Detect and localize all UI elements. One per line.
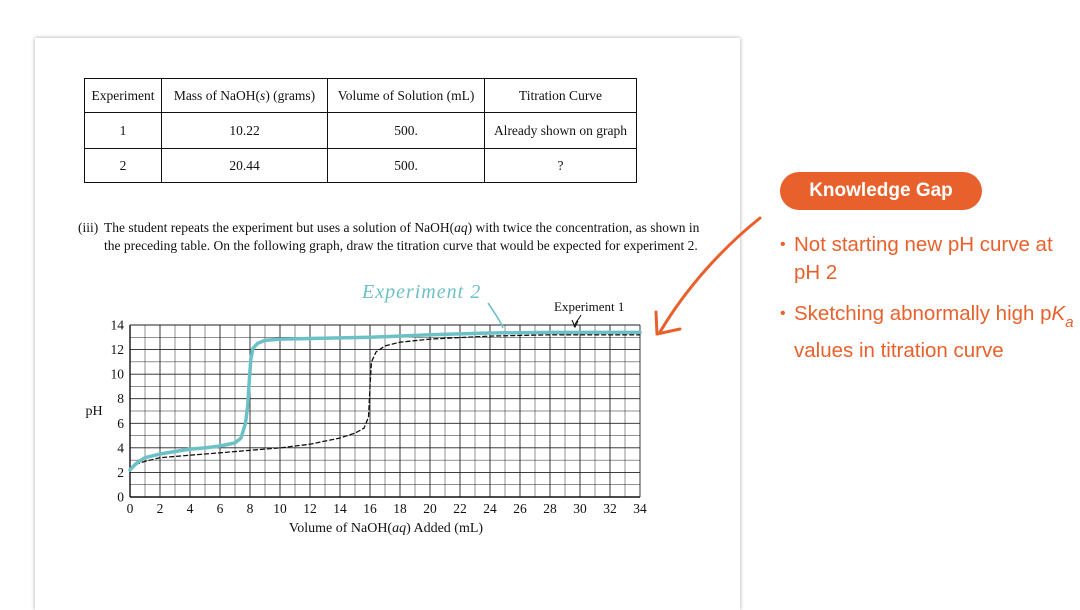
x-tick-label: 16 — [363, 501, 377, 516]
cell-mass: 10.22 — [161, 112, 328, 149]
x-tick-label: 12 — [303, 501, 317, 516]
knowledge-gap-bullet: • Not starting new pH curve at pH 2 — [780, 231, 1075, 287]
knowledge-gap-badge: Knowledge Gap — [780, 172, 982, 210]
y-tick-label: 14 — [111, 318, 125, 333]
callout-arrow — [654, 216, 762, 336]
x-tick-label: 34 — [633, 501, 647, 516]
x-tick-label: 6 — [217, 501, 224, 516]
x-tick-label: 22 — [453, 501, 467, 516]
cell-experiment: 2 — [84, 148, 162, 183]
knowledge-gap-bullet: • Sketching abnormally high pKa values i… — [780, 300, 1075, 362]
header-experiment: Experiment — [84, 78, 162, 113]
table-row: 2 20.44 500. ? — [84, 148, 637, 183]
bullet-text: Sketching abnormally high pKa values in … — [794, 302, 1074, 362]
y-tick-label: 10 — [111, 367, 125, 382]
y-tick-label: 0 — [117, 490, 124, 505]
callout-arrow-head — [654, 310, 682, 336]
x-tick-label: 18 — [393, 501, 407, 516]
experiment-2-handwritten-label: Experiment 2 — [361, 281, 504, 329]
table-row: 1 10.22 500. Already shown on graph — [84, 112, 637, 149]
chart-ticks: 0 2 4 6 8 10 12 14 16 18 20 22 24 26 28 30 32 34024681012… — [111, 318, 648, 517]
bullet-text: Not starting new pH curve at pH 2 — [794, 233, 1053, 284]
series-experiment-2-line — [128, 330, 642, 472]
x-tick-label: 30 — [573, 501, 587, 516]
x-tick-label: 26 — [513, 501, 527, 516]
experiment-1-pointer-arrowhead — [571, 319, 579, 329]
x-tick-label: 14 — [333, 501, 347, 516]
x-tick-label: 8 — [247, 501, 254, 516]
experiment-2-pointer — [487, 302, 504, 329]
y-axis-label: pH — [85, 404, 102, 419]
experiment-1-annotation: Experiment 1 — [554, 299, 624, 314]
header-titration-curve: Titration Curve — [484, 78, 637, 113]
cell-volume: 500. — [327, 112, 485, 149]
chart-series — [128, 330, 642, 472]
x-tick-label: 4 — [187, 501, 194, 516]
cell-curve: ? — [484, 148, 637, 183]
chart-grid — [129, 324, 641, 498]
x-tick-label: 24 — [483, 501, 497, 516]
cell-volume: 500. — [327, 148, 485, 183]
x-tick-label: 0 — [127, 501, 134, 516]
x-tick-label: 28 — [543, 501, 557, 516]
experiment-2-handwritten-text: Experiment 2 — [361, 281, 481, 303]
table-header-row: Experiment Mass of NaOH(s) (grams) Volum… — [84, 78, 637, 113]
x-axis-label: Volume of NaOH(aq) Added (mL) — [289, 521, 483, 536]
x-tick-label: 10 — [273, 501, 287, 516]
y-tick-label: 2 — [117, 465, 124, 480]
callout-arrow-shaft — [658, 216, 762, 334]
y-tick-label: 4 — [117, 440, 124, 455]
question-text: The student repeats the experiment but u… — [104, 220, 700, 253]
y-tick-label: 6 — [117, 416, 124, 431]
cell-experiment: 1 — [84, 112, 162, 149]
header-mass: Mass of NaOH(s) (grams) — [161, 78, 328, 113]
x-tick-label: 32 — [603, 501, 617, 516]
y-tick-label: 8 — [117, 391, 124, 406]
bullet-marker: • — [780, 236, 786, 253]
x-tick-label: 2 — [157, 501, 164, 516]
cell-mass: 20.44 — [161, 148, 328, 183]
bullet-marker: • — [780, 305, 786, 322]
series-experiment-1-line — [129, 334, 641, 470]
cell-curve: Already shown on graph — [484, 112, 637, 149]
experiment-table: Experiment Mass of NaOH(s) (grams) Volum… — [84, 78, 637, 183]
question-number: (iii) — [78, 220, 99, 235]
y-tick-label: 12 — [111, 342, 125, 357]
x-tick-label: 20 — [423, 501, 437, 516]
